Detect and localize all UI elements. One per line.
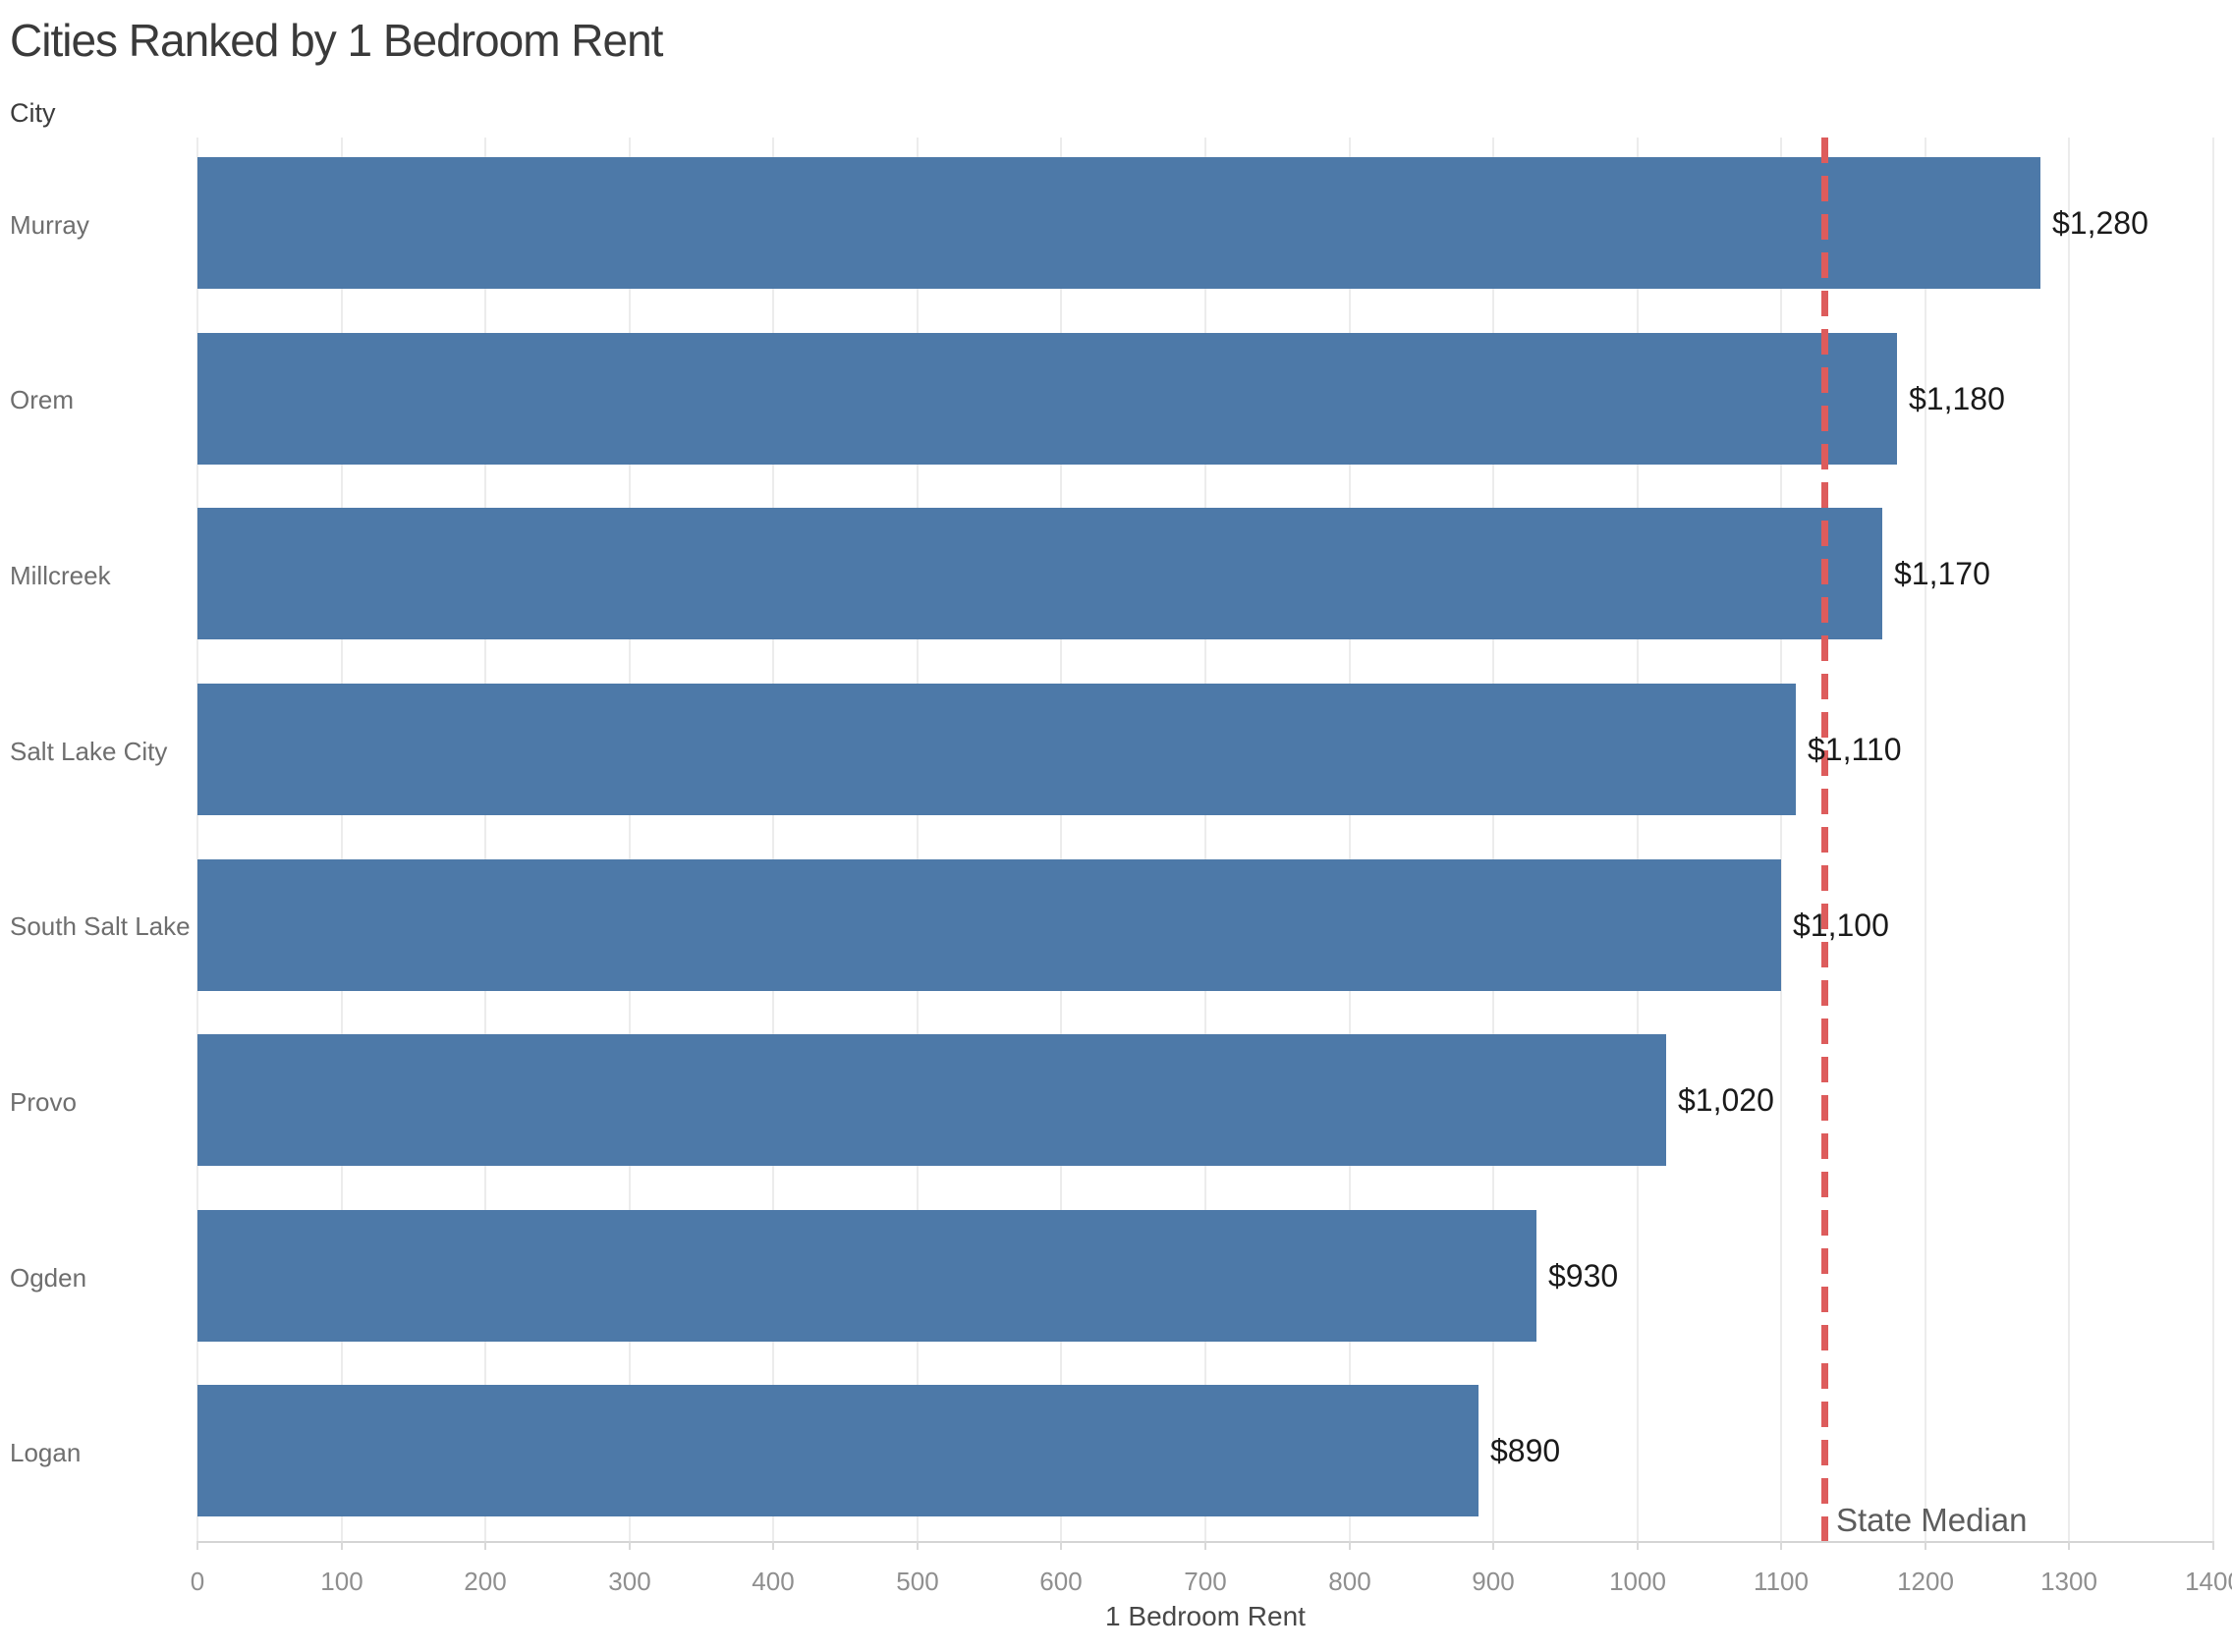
x-axis-tick-label: 0	[190, 1567, 205, 1596]
gridline	[917, 138, 919, 1541]
x-axis-tick	[2068, 1541, 2070, 1550]
x-axis-tick-label: 1300	[2040, 1567, 2097, 1596]
plot-area: 0 100 200 300 400 500 600 700 800 900 1000 1100 1200…	[191, 138, 2232, 1596]
reference-line[interactable]	[1821, 138, 1828, 1541]
x-axis-tick	[772, 1541, 774, 1550]
x-axis-tick-label: 200	[464, 1567, 507, 1596]
bar-ogden[interactable]	[197, 1210, 1536, 1342]
y-axis-title: City	[10, 98, 56, 128]
x-axis-tick-label: 1000	[1609, 1567, 1666, 1596]
x-axis-tick-label: 300	[608, 1567, 651, 1596]
x-axis-tick-label: 400	[752, 1567, 795, 1596]
bar-value-label: $930	[1548, 1257, 1619, 1294]
gridline	[1060, 138, 1062, 1541]
x-axis-tick	[1349, 1541, 1351, 1550]
gridline	[1349, 138, 1351, 1541]
x-axis-tick	[341, 1541, 343, 1550]
x-axis-tick	[917, 1541, 919, 1550]
x-axis-tick-label: 1100	[1754, 1567, 1809, 1596]
bar-value-label: $1,020	[1678, 1081, 1774, 1118]
x-axis-tick-label: 1200	[1897, 1567, 1954, 1596]
gridline	[1637, 138, 1639, 1541]
x-axis-tick	[1637, 1541, 1639, 1550]
bar-value-label: $890	[1490, 1432, 1561, 1468]
reference-line-label: State Median	[1836, 1502, 2028, 1538]
category-label-provo: Provo	[10, 1086, 77, 1117]
bar-value-label: $1,110	[1808, 731, 1902, 767]
bar-provo[interactable]	[197, 1034, 1666, 1166]
bar-salt-lake-city[interactable]	[197, 684, 1796, 815]
category-label-logan: Logan	[10, 1438, 82, 1468]
bar-value-label: $1,170	[1894, 555, 1990, 591]
category-label-orem: Orem	[10, 385, 74, 415]
bar-value-label: $1,280	[2052, 204, 2148, 241]
gridline	[484, 138, 486, 1541]
x-axis-tick-label: 600	[1039, 1567, 1083, 1596]
gridline	[772, 138, 774, 1541]
bar-millcreek[interactable]	[197, 508, 1882, 639]
gridline	[1780, 138, 1782, 1541]
x-axis-tick	[1925, 1541, 1926, 1550]
bar-logan[interactable]	[197, 1385, 1479, 1516]
x-axis-tick-label: 700	[1184, 1567, 1227, 1596]
x-axis-tick-label: 900	[1472, 1567, 1515, 1596]
x-axis-tick	[2212, 1541, 2214, 1550]
x-axis-tick-label: 800	[1328, 1567, 1371, 1596]
gridline	[341, 138, 343, 1541]
x-axis-title: 1 Bedroom Rent	[1105, 1601, 1306, 1631]
gridline	[196, 138, 198, 1541]
x-axis-tick	[484, 1541, 486, 1550]
gridline	[2212, 138, 2214, 1541]
gridline	[1204, 138, 1206, 1541]
x-axis-tick	[1204, 1541, 1206, 1550]
x-axis-tick	[196, 1541, 198, 1550]
category-label-millcreek: Millcreek	[10, 561, 111, 591]
gridline	[1925, 138, 1926, 1541]
category-label-salt-lake-city: Salt Lake City	[10, 736, 168, 766]
x-axis-tick-label: 1400	[2185, 1567, 2232, 1596]
bar-murray[interactable]	[197, 157, 2040, 289]
x-axis-tick	[629, 1541, 631, 1550]
bar-value-label: $1,100	[1793, 907, 1889, 943]
bar-south-salt-lake[interactable]	[197, 859, 1781, 991]
gridline	[1492, 138, 1494, 1541]
gridline	[629, 138, 631, 1541]
category-label-ogden: Ogden	[10, 1262, 87, 1293]
gridline	[2068, 138, 2070, 1541]
bar-orem[interactable]	[197, 333, 1897, 465]
category-label-south-salt-lake: South Salt Lake	[10, 911, 191, 942]
chart-title: Cities Ranked by 1 Bedroom Rent	[10, 15, 663, 66]
bar-value-label: $1,180	[1909, 380, 2005, 416]
x-axis-tick	[1492, 1541, 1494, 1550]
x-axis-tick	[1060, 1541, 1062, 1550]
x-axis-tick-label: 500	[896, 1567, 939, 1596]
category-label-murray: Murray	[10, 209, 89, 240]
x-axis-tick	[1780, 1541, 1782, 1550]
x-axis-tick-label: 100	[320, 1567, 363, 1596]
